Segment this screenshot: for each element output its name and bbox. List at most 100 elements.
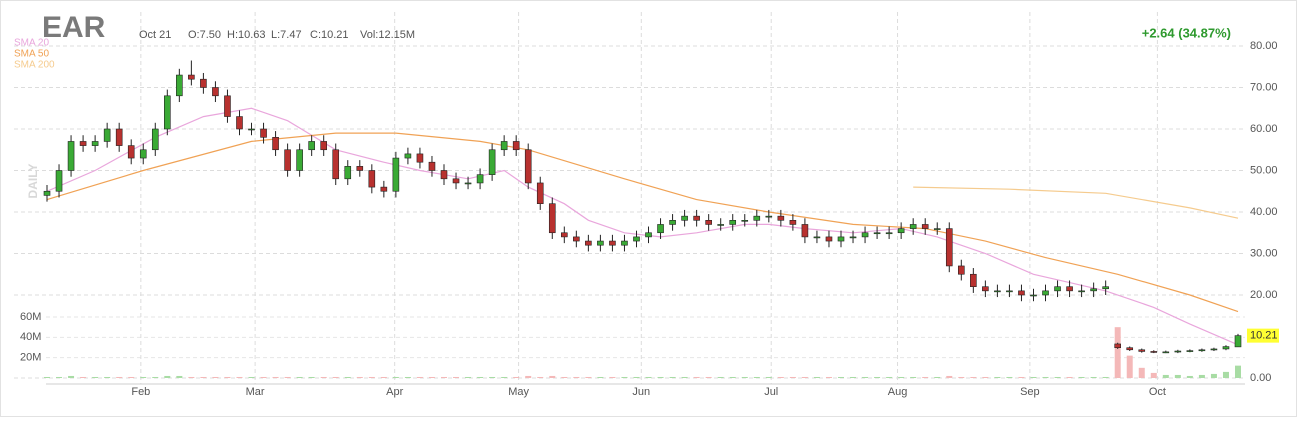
candle-body <box>945 228 953 267</box>
candle-body <box>103 128 111 142</box>
last-price-box <box>1247 328 1279 343</box>
candle-body <box>200 78 207 88</box>
candle-body <box>789 220 797 225</box>
low-text: L:7.47 <box>271 29 302 41</box>
candle-body <box>55 170 63 192</box>
candle-body <box>1030 294 1037 297</box>
candle-body <box>296 149 303 171</box>
volume-bar <box>392 376 399 378</box>
x-tick-label: Jun <box>632 386 650 398</box>
candle-body <box>1018 290 1025 296</box>
volume-bar <box>1150 372 1157 378</box>
candle-body <box>115 128 123 146</box>
candle-body <box>753 215 761 221</box>
volume-bar <box>152 376 159 378</box>
volume-bar <box>356 376 363 378</box>
candle-body <box>356 166 364 171</box>
volume-bar <box>272 376 279 378</box>
candle-body <box>1114 343 1121 349</box>
volume-bar <box>428 376 435 378</box>
volume-bar <box>116 376 123 378</box>
volume-bar <box>1102 376 1109 378</box>
volume-bar <box>585 376 592 378</box>
candle-body <box>705 220 712 225</box>
volume-bar <box>453 376 460 378</box>
volume-bar <box>68 375 75 378</box>
volume-bar <box>104 376 111 378</box>
candle-body <box>1090 288 1097 292</box>
y2-tick-label: 40M <box>20 331 41 343</box>
candle-body <box>176 74 183 97</box>
candle-body <box>825 236 833 242</box>
legend-entry: SMA 50 <box>14 49 49 60</box>
candle-body <box>885 232 893 235</box>
candle-body <box>970 273 977 287</box>
volume-bar <box>946 375 953 378</box>
candle-body <box>164 95 171 130</box>
volume-bar <box>1054 376 1061 378</box>
volume-bar <box>681 376 688 378</box>
candle-body <box>813 236 821 239</box>
volume-bar <box>284 376 291 378</box>
volume-bar <box>489 376 496 378</box>
volume-bar <box>92 376 99 378</box>
candle-layer <box>43 60 1242 354</box>
volume-bar <box>777 376 784 378</box>
volume-bar <box>838 376 844 378</box>
volume-bar <box>164 375 171 378</box>
candle-body <box>404 153 412 159</box>
x-tick-label: Apr <box>386 386 403 398</box>
y-tick-label: 60.00 <box>1250 123 1278 135</box>
candle-body <box>428 161 436 171</box>
candle-body <box>127 145 135 159</box>
candle-body <box>621 240 628 246</box>
y-tick-label: 20.00 <box>1250 289 1278 301</box>
x-tick-label: Jul <box>764 386 778 398</box>
candle-body <box>1078 290 1085 293</box>
volume-bar <box>874 376 881 378</box>
volume-bar <box>1006 376 1013 378</box>
volume-bar <box>441 376 447 378</box>
volume-bar <box>1210 373 1217 378</box>
volume-bar <box>753 376 760 378</box>
volume-bar <box>320 376 327 378</box>
volume-bar <box>513 376 520 378</box>
candle-body <box>1042 290 1049 296</box>
candle-body <box>536 182 544 204</box>
candle-body <box>67 141 75 171</box>
candle-body <box>1150 351 1158 353</box>
candle-body <box>717 224 724 226</box>
candle-body <box>500 141 508 151</box>
volume-bar <box>44 376 50 378</box>
candle-body <box>524 149 532 184</box>
candle-body <box>1174 350 1182 353</box>
volume-bar <box>561 376 568 378</box>
candle-body <box>1138 349 1146 352</box>
volume-bar <box>862 376 869 378</box>
volume-bar <box>501 376 508 378</box>
candle-body <box>488 149 496 175</box>
volume-bar <box>332 376 339 378</box>
candle-body <box>765 215 773 218</box>
candle-body <box>91 141 99 146</box>
candle-body <box>1210 348 1218 351</box>
volume-bar <box>898 376 905 378</box>
volume-bar <box>380 376 387 378</box>
x-tick-label: Aug <box>888 386 908 398</box>
volume-bar <box>224 376 231 378</box>
y-axis-label: DAILY <box>26 164 40 199</box>
volume-bar <box>1235 365 1241 378</box>
volume-bar <box>801 376 808 378</box>
volume-bar <box>970 376 977 378</box>
candle-body <box>248 128 255 131</box>
volume-bar <box>416 376 423 378</box>
candle-body <box>224 95 231 117</box>
volume-bar <box>525 375 532 378</box>
candle-body <box>1162 351 1170 354</box>
candle-body <box>585 240 592 246</box>
candle-body <box>212 87 219 97</box>
sma-line <box>46 107 1239 346</box>
candle-body <box>79 141 87 146</box>
